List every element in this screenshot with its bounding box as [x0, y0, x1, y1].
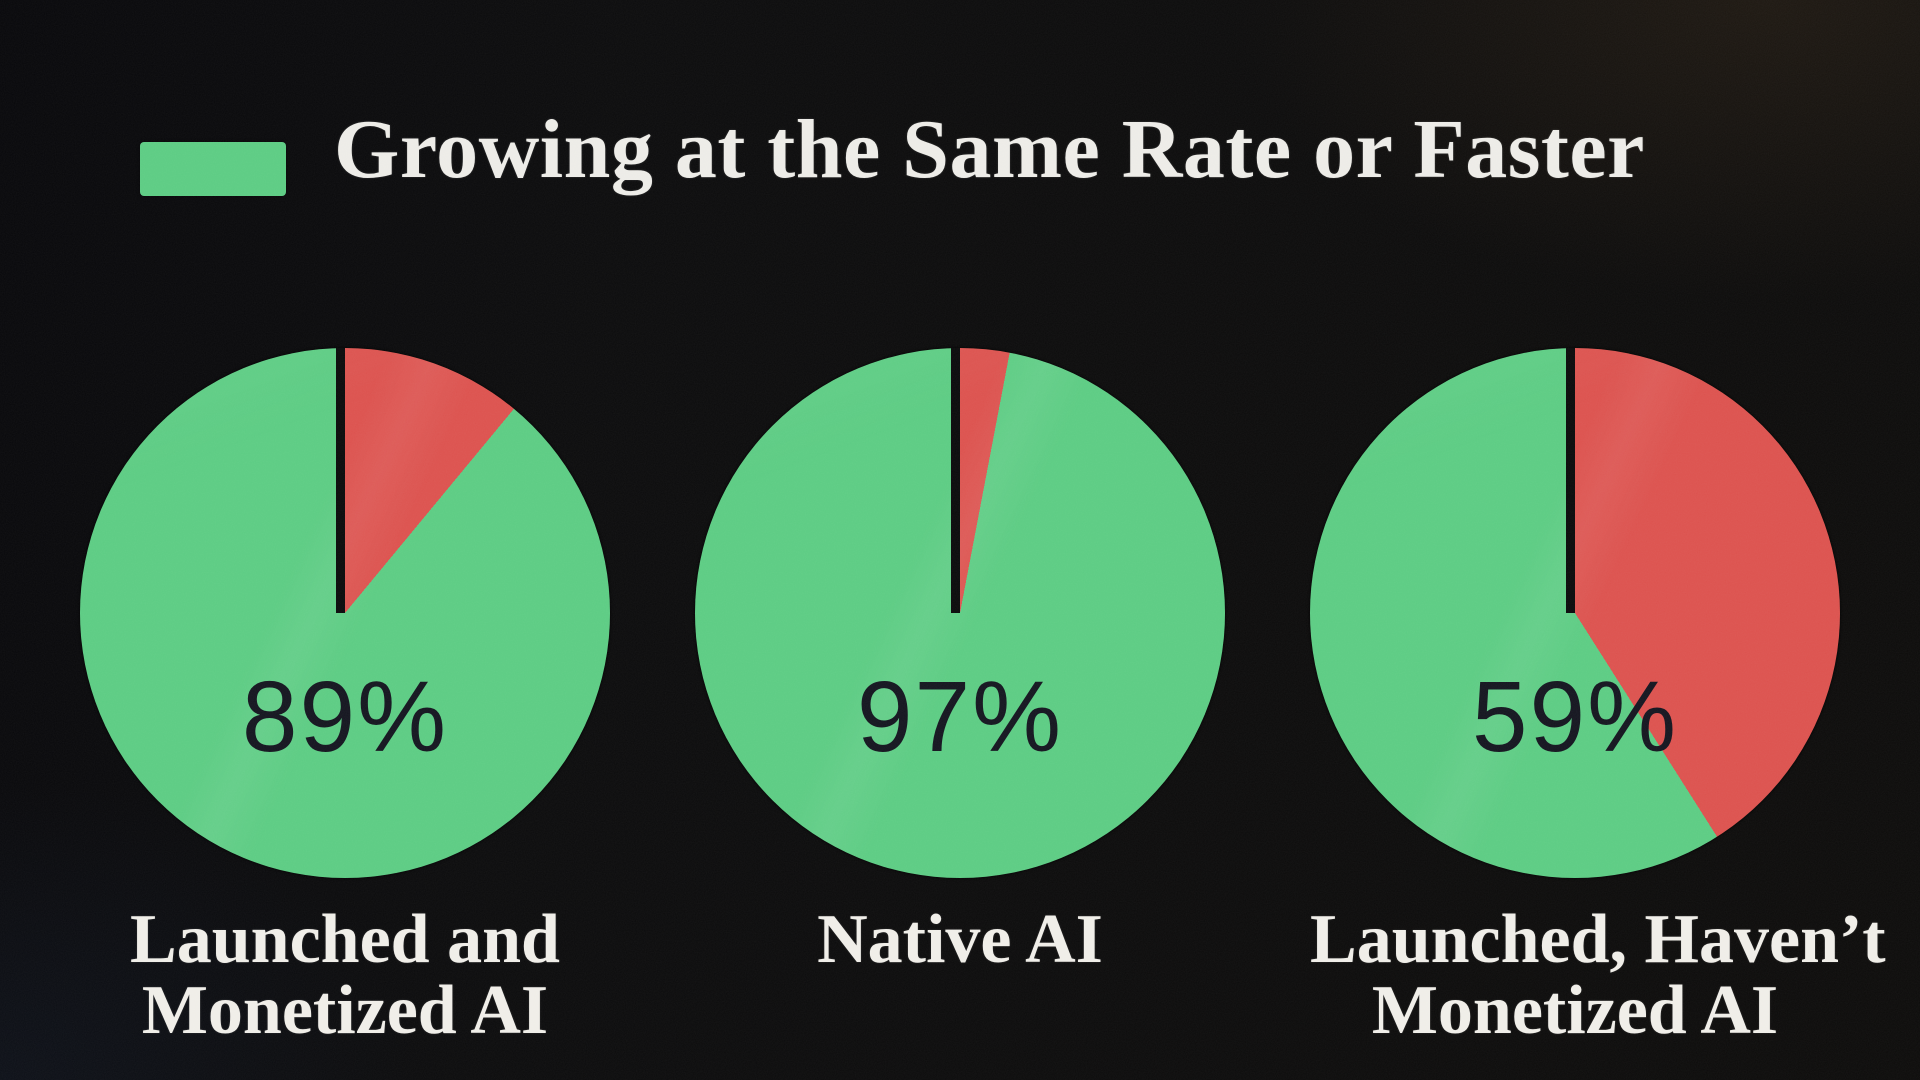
pie-caption-line: Launched and: [130, 901, 560, 978]
pie-percentage-value: 59%: [1471, 661, 1679, 773]
pie-launched-havent-monetized-ai: 59%: [1310, 348, 1840, 878]
pie-caption-line: Monetized AI: [141, 972, 549, 1050]
pie-gap-notch: [951, 348, 960, 613]
pie-caption: Launched and Monetized AI: [80, 904, 610, 1047]
pie-percentage-value: 97%: [856, 661, 1064, 773]
pie-chart-launched-havent-monetized-ai: 59% Launched, Haven’t Monetized AI: [1310, 348, 1886, 1050]
pie-caption-line: Native AI: [817, 901, 1103, 978]
pie-launched-and-monetized-ai: 89%: [80, 348, 610, 878]
pie-chart-launched-and-monetized-ai: 89% Launched and Monetized AI: [80, 348, 610, 1047]
pie-gap-notch: [336, 348, 345, 613]
chart-title: Growing at the Same Rate or Faster: [334, 103, 1645, 196]
legend: Growing at the Same Rate or Faster: [0, 0, 1920, 220]
pie-caption: Launched, Haven’t Monetized AI: [1310, 901, 1886, 1050]
legend-swatch: [140, 142, 286, 196]
pie-caption: Native AI: [695, 901, 1225, 978]
pie-caption-line: Launched, Haven’t: [1310, 901, 1886, 978]
pie-native-ai: 97%: [695, 348, 1225, 878]
pie-chart-native-ai: 97% Native AI: [695, 348, 1225, 975]
pie-gap-notch: [1566, 348, 1575, 613]
pie-percentage-value: 89%: [241, 661, 449, 773]
pie-caption-line: Monetized AI: [1371, 972, 1779, 1050]
